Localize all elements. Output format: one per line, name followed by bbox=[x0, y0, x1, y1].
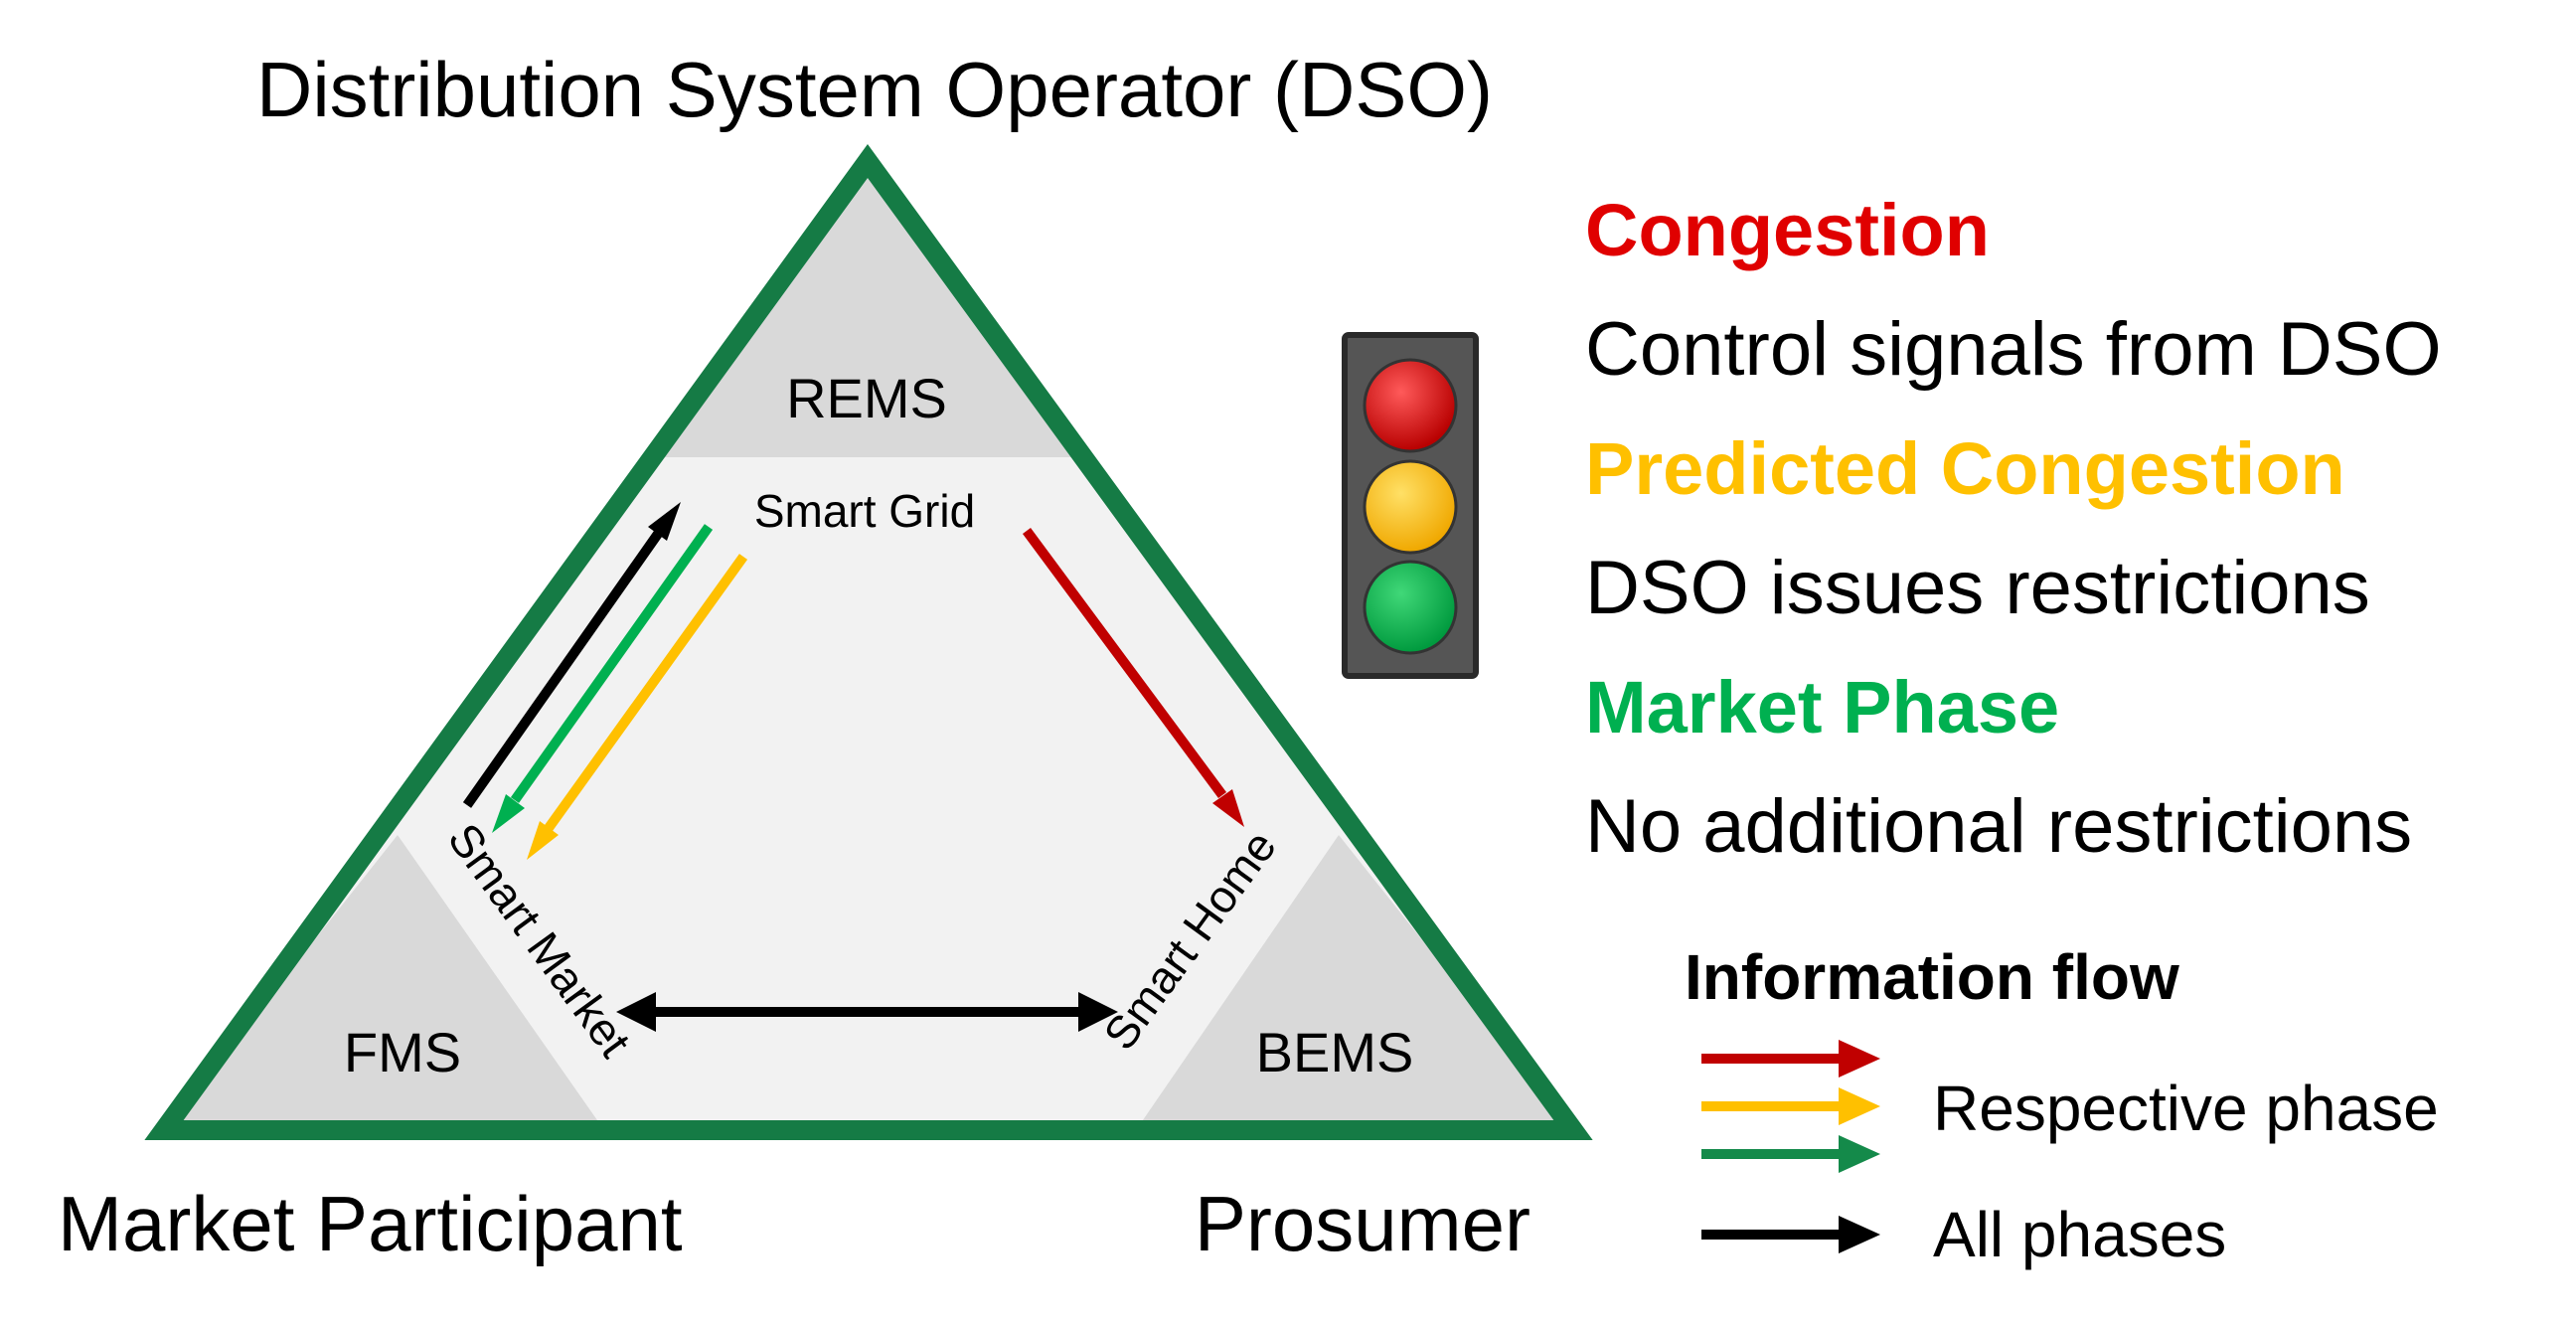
triangle-inner bbox=[164, 161, 1573, 1130]
traffic-light-green bbox=[1363, 560, 1458, 655]
diagram-title: Distribution System Operator (DSO) bbox=[256, 46, 1493, 133]
legend-label-respective-phase: Respective phase bbox=[1933, 1073, 2439, 1144]
flow-arrow-yellow-down bbox=[527, 554, 748, 860]
arrow-head-left bbox=[616, 992, 656, 1032]
traffic-light-red bbox=[1363, 358, 1458, 453]
arrow-head bbox=[1839, 1087, 1880, 1125]
triangle-border bbox=[144, 143, 1593, 1140]
flow-arrow-green-down bbox=[492, 524, 714, 833]
flow-arrow-black-bidirectional bbox=[616, 992, 1118, 1032]
arrow-head bbox=[1839, 1135, 1880, 1173]
corner-label-market-participant: Market Participant bbox=[58, 1180, 683, 1267]
corner-label-prosumer: Prosumer bbox=[1195, 1180, 1530, 1267]
arrow-head bbox=[1839, 1216, 1880, 1253]
arrow-head bbox=[648, 502, 681, 541]
edge-label-smart-grid: Smart Grid bbox=[754, 485, 975, 537]
arrow-head bbox=[1839, 1040, 1880, 1078]
legend-arrow-yellow bbox=[1701, 1087, 1880, 1125]
phase-title-predicted-congestion: Predicted Congestion bbox=[1585, 427, 2345, 510]
arrow-shaft bbox=[462, 531, 663, 808]
arrow-head bbox=[527, 821, 559, 860]
legend-arrow-red bbox=[1701, 1040, 1880, 1078]
traffic-light-yellow bbox=[1363, 459, 1458, 555]
zone-right bbox=[1136, 835, 1573, 1130]
flow-arrow-black-up bbox=[462, 502, 681, 808]
phase-title-market-phase: Market Phase bbox=[1585, 666, 2059, 748]
arrow-head bbox=[492, 794, 525, 833]
legend-title: Information flow bbox=[1685, 941, 2179, 1013]
zone-left bbox=[164, 835, 604, 1130]
phase-title-congestion: Congestion bbox=[1585, 189, 1990, 271]
arrow-head bbox=[1212, 789, 1244, 827]
triangle bbox=[144, 143, 1593, 1140]
phase-description-predicted-congestion: DSO issues restrictions bbox=[1585, 546, 2370, 630]
arrow-head-right bbox=[1078, 992, 1118, 1032]
arrow-shaft bbox=[544, 554, 748, 831]
legend-arrow-green bbox=[1701, 1135, 1880, 1173]
phase-description-market-phase: No additional restrictions bbox=[1585, 784, 2412, 869]
zone-top bbox=[651, 161, 1090, 457]
arrow-shaft bbox=[510, 524, 714, 803]
legend: Information flow Respective phase All ph… bbox=[1685, 941, 2439, 1270]
traffic-light bbox=[1342, 332, 1479, 679]
phase-description-congestion: Control signals from DSO bbox=[1585, 307, 2442, 392]
arrow-shaft bbox=[1022, 528, 1227, 798]
legend-arrow-black bbox=[1701, 1216, 1880, 1253]
phase-list: Congestion Control signals from DSO Pred… bbox=[1585, 189, 2442, 869]
flow-arrows bbox=[462, 502, 1244, 1032]
zone-label-fms: FMS bbox=[344, 1021, 461, 1083]
zone-label-bems: BEMS bbox=[1256, 1021, 1414, 1083]
legend-label-all-phases: All phases bbox=[1933, 1199, 2226, 1270]
zone-label-rems: REMS bbox=[786, 367, 947, 429]
flow-arrow-red-down bbox=[1022, 528, 1244, 827]
